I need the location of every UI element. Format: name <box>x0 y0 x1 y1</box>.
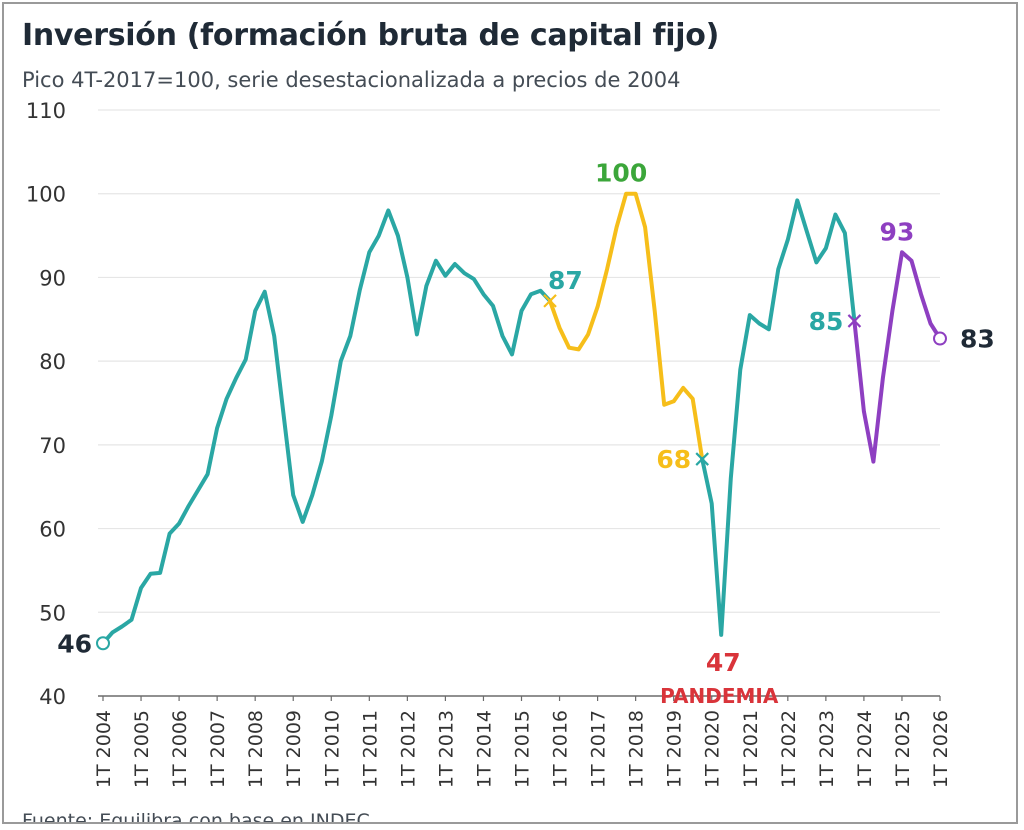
x-tick-label: 1T 2016 <box>550 710 572 788</box>
axis-layer: 110 100 90 80 70 60 50 40 1T 2004 1T 2005 1T 2006 1… <box>26 99 952 788</box>
x-tick-label: 1T 2015 <box>512 710 534 788</box>
y-tick-label: 80 <box>39 350 66 374</box>
data-label: 93 <box>880 217 915 246</box>
series-line-4 <box>854 252 940 461</box>
x-tick-label: 1T 2024 <box>854 710 876 788</box>
x-tick-label: 1T 2026 <box>930 710 952 788</box>
x-tick-label: 1T 2023 <box>816 710 838 788</box>
x-tick-label: 1T 2006 <box>169 710 191 788</box>
x-tick-label: 1T 2007 <box>207 710 229 788</box>
x-tick-label: 1T 2008 <box>245 710 267 788</box>
x-tick-label: 1T 2017 <box>588 710 610 788</box>
x-tick-label: 1T 2025 <box>892 710 914 788</box>
series-line-3 <box>702 200 854 635</box>
y-tick-label: 90 <box>39 266 66 290</box>
annotation-layer: 46 87 100 68 47 PANDEMIA 85 93 83 <box>57 159 995 708</box>
series-layer <box>103 194 940 644</box>
y-tick-label: 50 <box>39 601 66 625</box>
x-tick-label: 1T 2012 <box>397 710 419 788</box>
data-label: 46 <box>57 629 92 658</box>
data-label: 47 <box>706 648 741 677</box>
x-tick-label: 1T 2019 <box>664 710 686 788</box>
x-tick-label: 1T 2022 <box>778 710 800 788</box>
x-tick-label: 1T 2009 <box>283 710 305 788</box>
grid-layer <box>98 110 940 612</box>
x-tick-label: 1T 2005 <box>131 710 153 788</box>
data-label: 87 <box>548 266 583 295</box>
x-tick-label: 1T 2013 <box>435 710 457 788</box>
data-label: PANDEMIA <box>660 684 779 708</box>
data-label: 100 <box>595 159 647 188</box>
x-tick-label: 1T 2011 <box>359 710 381 788</box>
x-tick-label: 1T 2021 <box>740 710 762 788</box>
y-tick-label: 70 <box>39 434 66 458</box>
point-marker-circle <box>97 637 109 649</box>
y-tick-label: 60 <box>39 518 66 542</box>
x-tick-label: 1T 2018 <box>626 710 648 788</box>
data-label: 68 <box>656 445 691 474</box>
y-tick-label: 100 <box>26 183 66 207</box>
data-label: 85 <box>809 307 844 336</box>
data-label: 83 <box>960 325 995 354</box>
y-tick-label: 110 <box>26 99 66 123</box>
x-tick-label: 1T 2010 <box>321 710 343 788</box>
x-tick-label: 1T 2020 <box>702 710 724 788</box>
x-tick-label: 1T 2004 <box>93 710 115 788</box>
y-tick-label: 40 <box>39 685 66 709</box>
x-tick-label: 1T 2014 <box>473 710 495 788</box>
series-line-1 <box>103 211 550 644</box>
series-line-2 <box>550 194 702 459</box>
point-marker-circle <box>934 333 946 345</box>
